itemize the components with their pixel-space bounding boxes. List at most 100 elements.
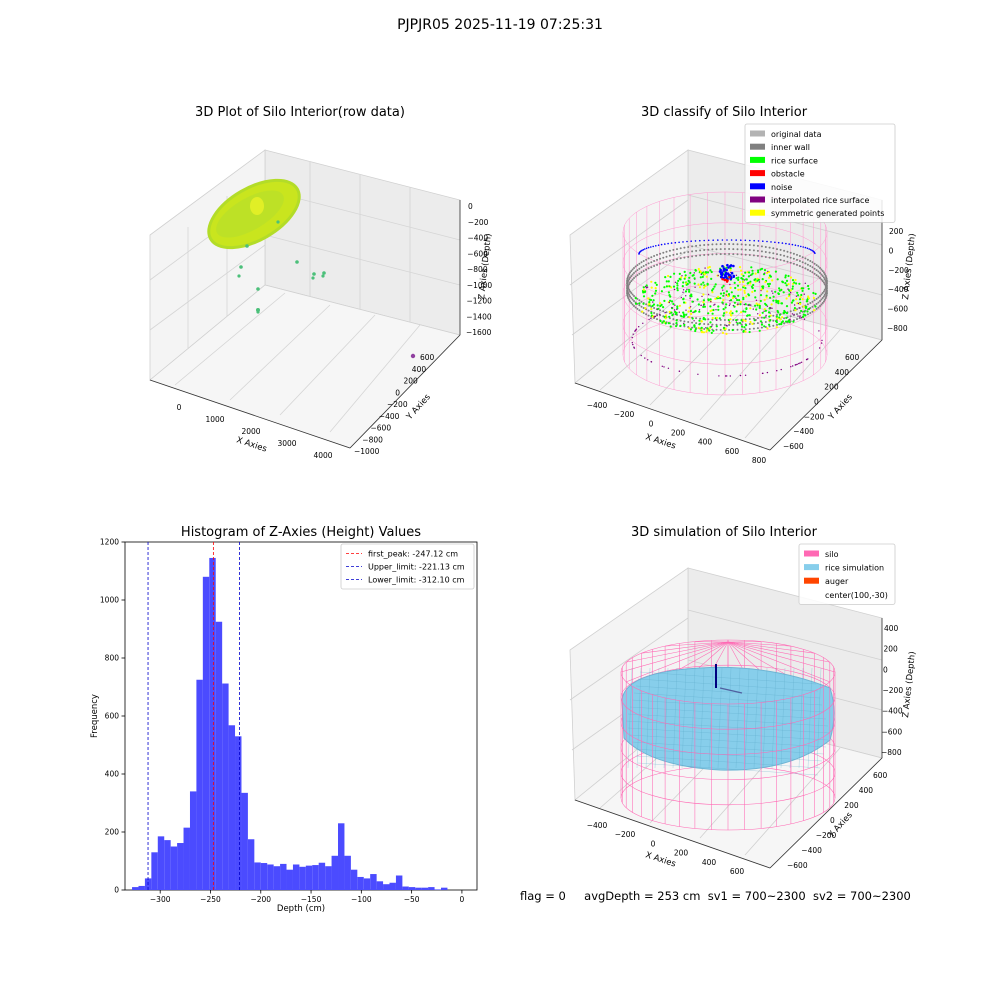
rice-surface-point [802,315,805,318]
histogram-x-tick-label: −200 [250,895,271,904]
interpolated-point [726,375,728,377]
rice-surface-point [791,287,794,290]
inner-wall-point [653,260,656,262]
simulation-legend: silo rice simulation auger center(100,-30) [798,543,896,605]
interpolated-point [744,374,747,376]
symmetric-point [688,316,691,319]
inner-wall-point [824,292,827,295]
histogram-x-tick-label: −250 [200,895,221,904]
symmetric-point [651,315,655,318]
inner-wall-point [629,290,632,293]
inner-wall-point [819,300,821,302]
classify-z-axis-label: Z Axies (Depth) [901,233,918,300]
rice-surface-point [757,269,760,272]
rice-surface-point [745,278,748,281]
inner-wall-point [820,293,823,296]
inner-wall-point [752,244,755,247]
noise-point [800,245,802,248]
rice-surface-point [761,311,764,314]
rice-surface-point [651,294,654,297]
inner-wall-point [627,297,630,300]
noise-point [762,240,764,242]
raw-y-tick: −400 [379,412,400,421]
inner-wall-point [642,307,645,309]
rice-surface-point [670,300,674,303]
rice-surface-point [806,298,809,301]
inner-wall-point [825,276,828,279]
inner-wall-point [645,258,648,261]
inner-wall-point [809,302,812,304]
rice-surface-point [795,282,798,285]
interpolated-point [796,363,798,365]
raw-x-tick: 3000 [277,439,296,448]
rice-surface-point [709,269,712,272]
inner-wall-point [825,282,828,285]
rice-surface-point [700,326,703,329]
histogram-panel: Histogram of Z-Axies (Height) Values −30… [90,525,478,914]
inner-wall-point [645,268,648,271]
inner-wall-point [640,300,643,303]
inner-wall-point [723,248,726,250]
inner-wall-point [815,274,818,277]
inner-wall-point [656,318,658,321]
inner-wall-point [756,254,759,257]
inner-wall-point [631,303,634,306]
interpolated-point [650,317,652,320]
interpolated-point [776,370,778,372]
inner-wall-point [732,318,735,321]
rice-surface-point [706,327,709,330]
inner-wall-point [776,248,778,251]
interpolated-point [664,312,666,314]
rice-surface-point [772,299,775,302]
rice-surface-point [672,285,676,288]
symmetric-point [690,312,693,315]
histogram-bar [408,887,416,890]
symmetric-point [740,311,743,314]
inner-wall-point [630,292,633,294]
classify-legend-label: rice surface [771,156,818,165]
rice-surface-point [735,319,738,322]
inner-wall-point [719,318,722,321]
classify-x-tick: 200 [671,429,686,438]
inner-wall-point [633,300,635,302]
classify-x-tick-labels: −400 −200 0 200 400 600 800 [587,401,767,465]
histogram-bar [267,864,274,890]
inner-wall-point [736,248,739,251]
inner-wall-point [817,265,820,268]
raw-z-tick: −800 [467,265,488,274]
interpolated-point [820,342,823,344]
noise-point [730,239,733,241]
inner-wall-point [783,317,786,320]
inner-wall-point [744,318,747,321]
inner-wall-point [691,255,694,258]
histogram-x-ticks: −300 −250 −200 −150 −100 −50 0 [150,890,465,904]
interpolated-point [693,272,695,274]
histogram-y-tick-label: 1200 [100,538,119,547]
rice-surface-point [806,310,809,313]
rice-surface-point [778,287,781,290]
rice-surface-point [654,281,657,284]
rice-surface-point [676,282,679,285]
inner-wall-point [809,260,812,262]
inner-wall-point [748,318,751,320]
inner-wall-point [779,248,782,251]
obstacle-point [721,278,724,281]
histogram-bar [273,866,281,890]
inner-wall-point [636,297,639,300]
rice-surface-point [683,314,686,317]
inner-wall-point [811,261,814,264]
rice-surface-point [754,304,757,307]
symmetric-point [670,286,673,289]
inner-wall-point [768,325,771,328]
symmetric-point [799,302,802,306]
rice-surface-point [759,294,763,297]
interpolated-point [818,330,820,332]
rice-surface-point [791,285,795,288]
histogram-legend-label: Upper_limit: -221.13 cm [368,563,465,572]
inner-wall-point [806,258,809,261]
rice-surface-point [660,303,663,306]
symmetric-point [722,299,725,302]
inner-wall-point [691,245,694,248]
raw-axes-box [149,149,461,449]
silo-roof-spoke [665,641,729,647]
